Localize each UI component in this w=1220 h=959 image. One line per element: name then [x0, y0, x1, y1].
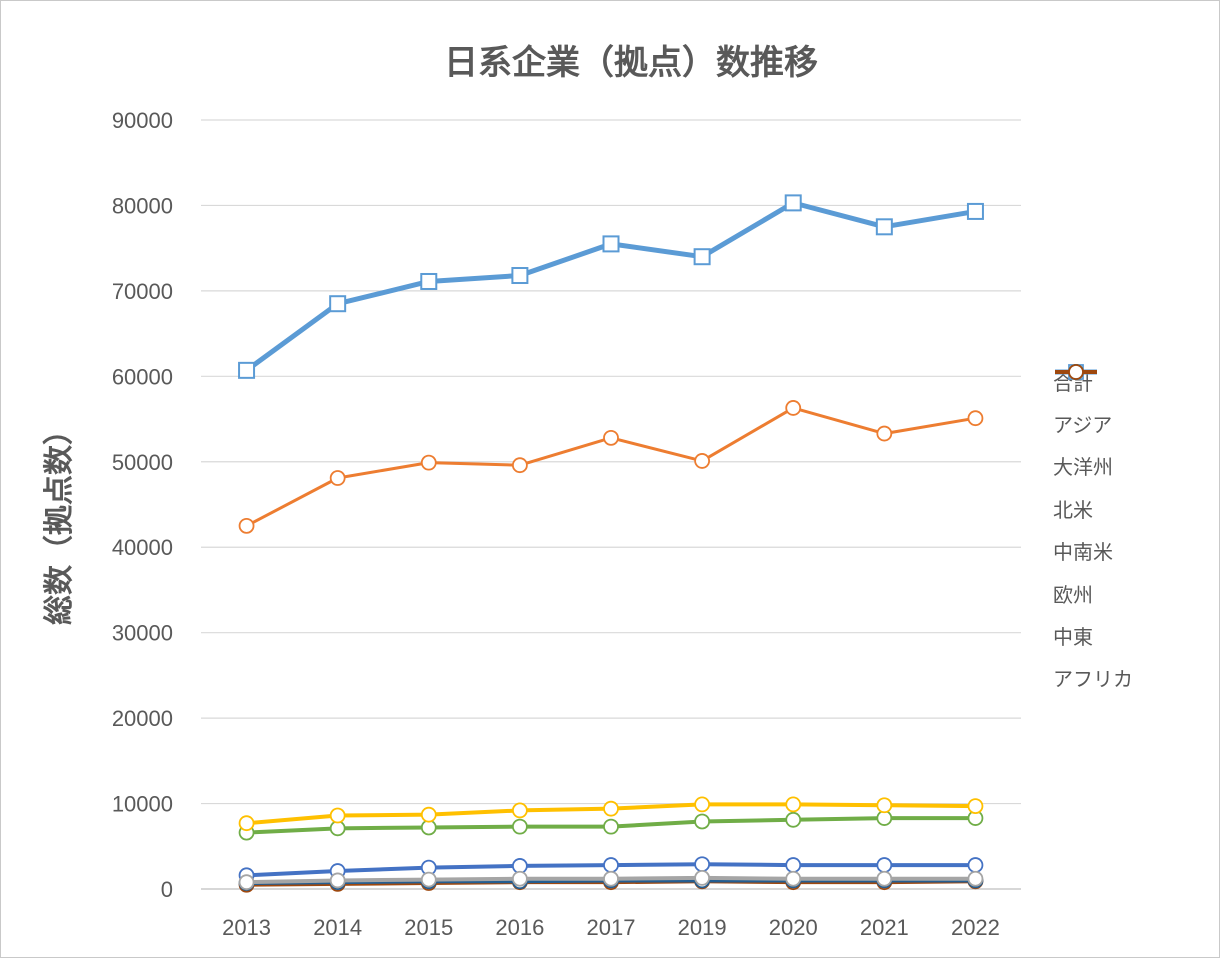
data-point — [420, 454, 437, 471]
data-point — [966, 202, 984, 220]
data-point — [329, 820, 346, 837]
y-tick-label: 0 — [161, 877, 173, 902]
chart-title: 日系企業（拠点）数推移 — [444, 43, 818, 83]
y-tick-label: 60000 — [112, 364, 173, 389]
series-1 — [238, 400, 984, 534]
data-point — [603, 818, 619, 835]
series-0 — [238, 194, 984, 379]
data-point — [511, 802, 528, 819]
x-tick-label: 2021 — [860, 915, 909, 940]
data-point — [876, 425, 893, 442]
data-point — [238, 361, 256, 379]
legend-label: アフリカ — [1053, 667, 1133, 692]
data-point — [420, 272, 438, 290]
series-4 — [238, 856, 984, 884]
legend-item: アジア — [1053, 364, 1213, 444]
x-tick-label: 2017 — [587, 915, 636, 940]
data-point — [603, 800, 619, 817]
data-point — [785, 796, 802, 813]
legend-item: 北米 — [1053, 364, 1213, 529]
legend-label: 大洋州 — [1053, 455, 1113, 480]
data-point — [329, 470, 346, 486]
data-point — [603, 857, 619, 873]
legend-item: 中南米 — [1053, 364, 1213, 572]
data-point — [967, 410, 984, 427]
legend-label: 北米 — [1053, 497, 1093, 522]
y-tick-label: 40000 — [112, 535, 173, 560]
legend-item: 欧州 — [1053, 364, 1213, 614]
y-tick-label: 30000 — [112, 621, 173, 646]
series-2 — [238, 869, 984, 891]
series-line — [244, 200, 978, 373]
legend-item: アフリカ — [1053, 364, 1213, 699]
legend: 合計 アジア 大洋州 北米 中南米 欧州 中東 アフリカ — [1053, 360, 1213, 699]
data-point — [693, 248, 711, 266]
x-tick-label: 2019 — [678, 915, 727, 940]
data-point — [967, 870, 984, 887]
x-tick-label: 2016 — [495, 915, 544, 940]
legend-label: アジア — [1053, 413, 1113, 438]
x-tick-label: 2020 — [769, 915, 818, 940]
data-point — [420, 871, 437, 888]
data-point — [694, 856, 711, 873]
data-point — [511, 457, 528, 474]
data-point — [875, 218, 893, 236]
data-point — [967, 798, 984, 815]
data-point — [511, 267, 529, 285]
data-point — [329, 295, 347, 313]
data-point — [785, 400, 802, 416]
data-point — [784, 194, 802, 212]
data-point — [876, 810, 893, 826]
data-point — [694, 813, 711, 830]
data-point — [420, 806, 437, 823]
data-point — [967, 857, 984, 873]
series-line — [245, 406, 977, 528]
x-tick-label: 2013 — [222, 915, 271, 940]
data-point — [785, 870, 802, 887]
data-point — [329, 807, 346, 824]
data-point — [511, 818, 528, 835]
data-point — [876, 797, 893, 814]
data-point — [694, 796, 711, 813]
series-3 — [238, 796, 984, 832]
data-point — [694, 453, 711, 469]
data-point — [603, 870, 619, 887]
data-point — [238, 874, 255, 891]
y-tick-label: 90000 — [112, 108, 173, 133]
data-point — [329, 872, 346, 889]
legend-swatch — [1055, 364, 1097, 380]
data-point — [785, 811, 802, 828]
x-tick-label: 2015 — [404, 915, 453, 940]
data-point — [785, 857, 802, 873]
data-point — [876, 857, 893, 873]
series-5 — [238, 810, 984, 841]
data-point — [238, 815, 255, 832]
data-point — [511, 858, 528, 874]
x-tick-label: 2022 — [951, 915, 1000, 940]
data-point — [602, 235, 620, 253]
legend-label: 中南米 — [1053, 540, 1113, 565]
y-tick-label: 20000 — [112, 706, 173, 731]
legend-item: 大洋州 — [1053, 364, 1213, 487]
legend-label: 欧州 — [1053, 582, 1093, 607]
legend-label: 中東 — [1053, 625, 1093, 650]
data-point — [511, 870, 528, 887]
y-tick-label: 80000 — [112, 193, 173, 218]
y-tick-label: 50000 — [112, 450, 173, 475]
data-point — [694, 869, 711, 886]
data-point — [603, 429, 619, 446]
data-point — [420, 819, 437, 836]
x-tick-label: 2014 — [313, 915, 362, 940]
data-point — [238, 517, 255, 534]
legend-item: 中東 — [1053, 364, 1213, 656]
y-tick-label: 70000 — [112, 279, 173, 304]
y-tick-label: 10000 — [112, 792, 173, 817]
data-point — [876, 870, 893, 887]
